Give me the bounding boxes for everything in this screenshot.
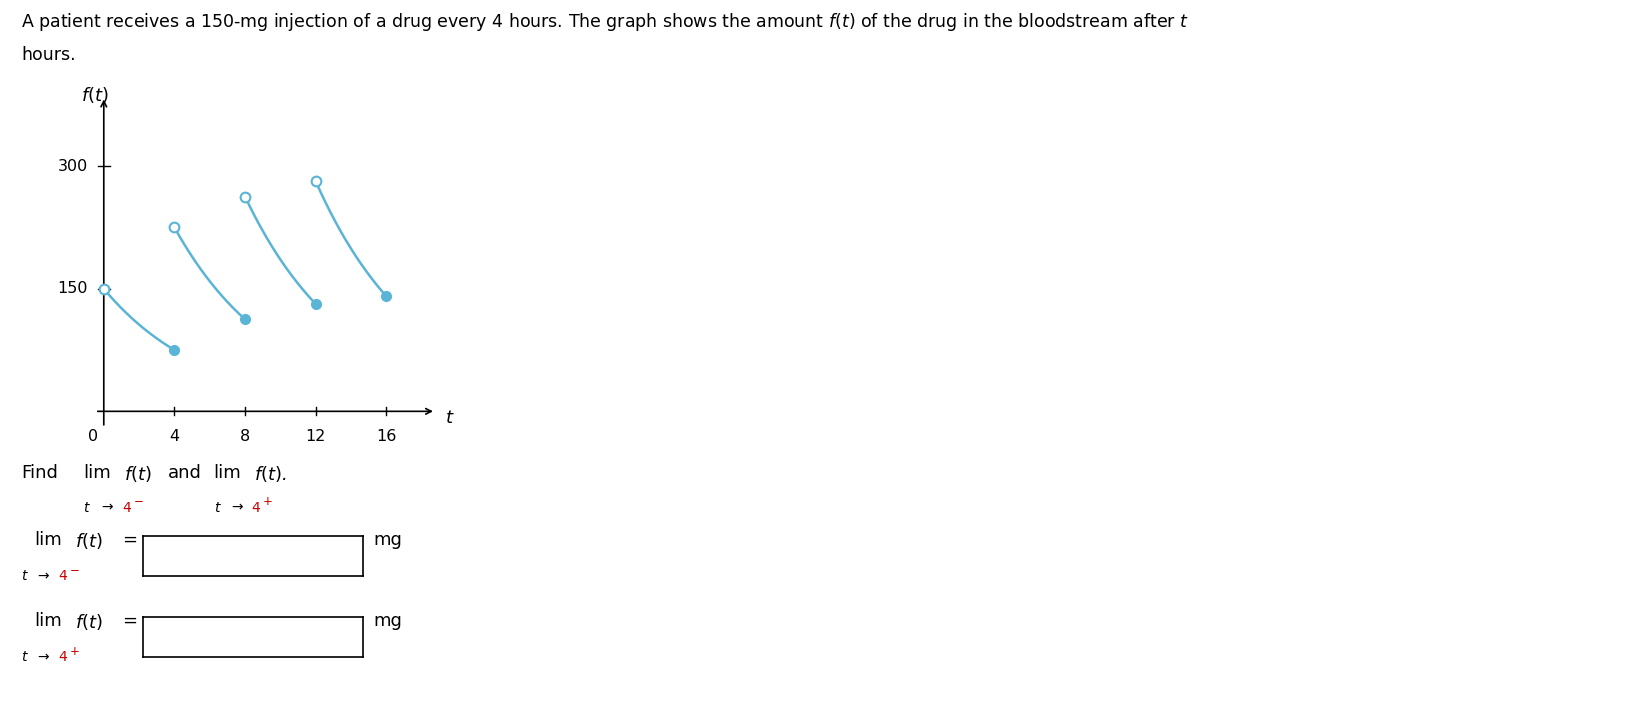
Text: $t$: $t$ (214, 501, 222, 515)
Text: →: → (231, 501, 243, 515)
Text: $t$: $t$ (21, 569, 29, 583)
Text: lim: lim (34, 531, 62, 549)
Text: →: → (37, 569, 49, 583)
Text: $f(t)$.: $f(t)$. (254, 464, 287, 484)
Text: $f(t)$: $f(t)$ (75, 612, 103, 631)
Text: =: = (122, 531, 137, 549)
Text: lim: lim (83, 464, 111, 482)
Text: lim: lim (34, 612, 62, 630)
Text: 150: 150 (57, 281, 88, 296)
Text: lim: lim (214, 464, 241, 482)
Text: $f(t)$: $f(t)$ (82, 85, 109, 105)
Text: +: + (70, 645, 80, 657)
Text: mg: mg (373, 612, 403, 630)
Text: Find: Find (21, 464, 59, 482)
Text: $t$: $t$ (21, 650, 29, 664)
Text: $t$: $t$ (445, 409, 455, 427)
Text: 4: 4 (170, 430, 179, 444)
Text: $f(t)$: $f(t)$ (124, 464, 152, 484)
Text: hours.: hours. (21, 46, 77, 64)
Text: =: = (122, 612, 137, 630)
Text: →: → (101, 501, 112, 515)
Text: −: − (70, 564, 80, 576)
Text: $t$: $t$ (83, 501, 91, 515)
Text: 300: 300 (57, 159, 88, 174)
Text: 4: 4 (59, 569, 67, 583)
Text: 4: 4 (59, 650, 67, 664)
Text: →: → (37, 650, 49, 664)
Text: A patient receives a 150-mg injection of a drug every 4 hours. The graph shows t: A patient receives a 150-mg injection of… (21, 11, 1190, 32)
Text: mg: mg (373, 531, 403, 549)
Text: 4: 4 (251, 501, 259, 515)
Text: 0: 0 (88, 430, 98, 444)
Text: and: and (168, 464, 202, 482)
Text: +: + (262, 495, 272, 508)
Text: 8: 8 (240, 430, 251, 444)
Text: $f(t)$: $f(t)$ (75, 531, 103, 550)
Text: 16: 16 (377, 430, 396, 444)
Text: −: − (134, 495, 143, 508)
Text: 12: 12 (305, 430, 326, 444)
Text: 4: 4 (122, 501, 130, 515)
